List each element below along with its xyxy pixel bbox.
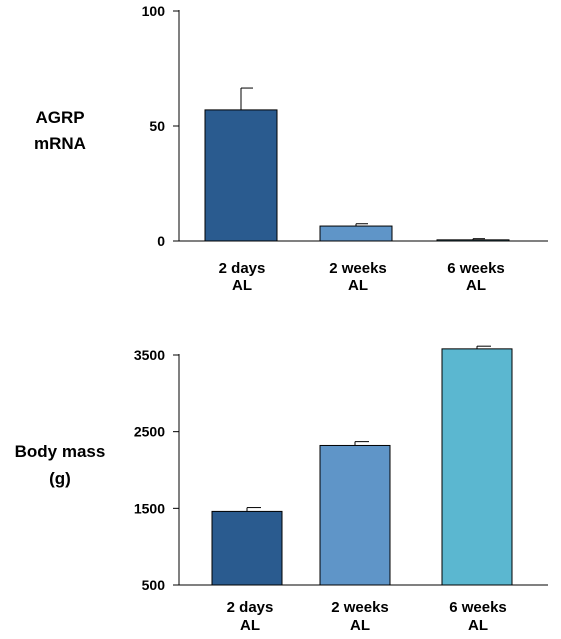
bar: [319, 444, 391, 586]
category-label: AL: [240, 617, 260, 634]
y-axis-label: mRNA: [34, 134, 86, 153]
category-label: AL: [232, 277, 252, 294]
y-tick-label: 500: [142, 577, 166, 593]
category-label: AL: [350, 617, 370, 634]
y-tick-label: 3500: [134, 347, 165, 363]
category-label: 2 days: [227, 599, 274, 616]
y-tick-label: 0: [157, 233, 165, 249]
y-tick-label: 50: [149, 118, 165, 134]
bar: [436, 239, 510, 242]
category-label: AL: [468, 617, 488, 634]
y-axis-label: Body mass: [15, 442, 106, 461]
category-label: 2 weeks: [331, 599, 389, 616]
y-axis-label: (g): [49, 469, 71, 488]
y-tick-label: 2500: [134, 424, 165, 440]
category-label: 2 days: [219, 260, 266, 277]
bar: [211, 510, 283, 586]
category-label: AL: [466, 277, 486, 294]
y-tick-label: 1500: [134, 500, 165, 516]
y-axis-label: AGRP: [35, 108, 84, 127]
category-label: AL: [348, 277, 368, 294]
bar: [441, 348, 513, 586]
category-label: 6 weeks: [449, 599, 507, 616]
y-tick-label: 100: [142, 3, 166, 19]
bar: [319, 225, 393, 242]
bar: [204, 109, 278, 242]
category-label: 2 weeks: [329, 260, 387, 277]
category-label: 6 weeks: [447, 260, 505, 277]
